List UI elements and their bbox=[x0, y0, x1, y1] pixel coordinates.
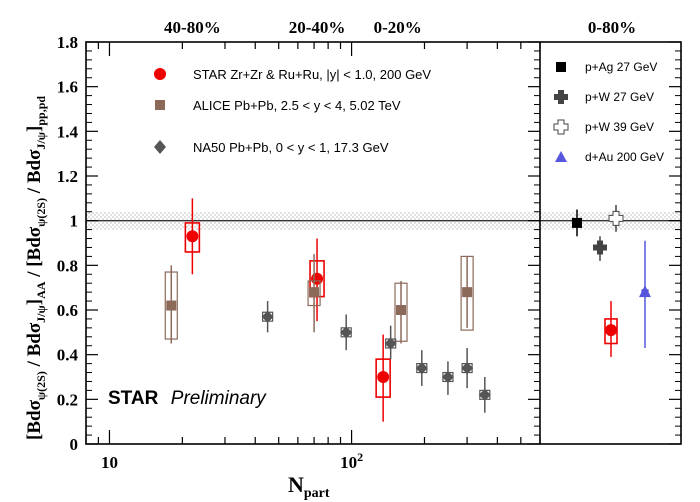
centrality-label: 0-20% bbox=[374, 18, 422, 37]
legend-main: STAR Zr+Zr & Ru+Ru, |y| < 1.0, 200 GeV A… bbox=[154, 67, 431, 155]
data-point-marker bbox=[441, 371, 454, 383]
star-preliminary-label: STAR Preliminary bbox=[108, 388, 267, 409]
axis-layer: 0 0.2 0.4 0.6 0.8 1 1.2 1.4 1.6 1.8 10 102 bbox=[57, 33, 681, 472]
data-point bbox=[340, 314, 353, 351]
data-point-marker bbox=[461, 362, 474, 375]
legend-marker-pw27 bbox=[554, 90, 568, 104]
data-point bbox=[461, 347, 474, 389]
data-point bbox=[394, 280, 408, 344]
series-diamond bbox=[261, 301, 491, 413]
data-point-marker bbox=[462, 287, 473, 298]
legend-marker-pag27 bbox=[556, 62, 566, 72]
legend-label: NA50 Pb+Pb, 0 < y < 1, 17.3 GeV bbox=[193, 140, 389, 155]
legend-label: d+Au 200 GeV bbox=[585, 150, 664, 164]
right-panel-point bbox=[604, 301, 618, 357]
data-point bbox=[415, 350, 428, 386]
data-point-marker bbox=[261, 310, 274, 323]
right-panel-point bbox=[608, 205, 624, 232]
reference-band-layer bbox=[86, 211, 681, 230]
data-point-marker bbox=[396, 305, 407, 315]
legend-label: p+Ag 27 GeV bbox=[585, 60, 657, 74]
star-label-bold: STAR bbox=[108, 388, 159, 409]
x-axis-label: Npart bbox=[288, 472, 330, 501]
data-point bbox=[441, 361, 454, 395]
y-tick-label: 0.4 bbox=[57, 346, 79, 365]
data-point bbox=[184, 198, 201, 275]
legend-label: ALICE Pb+Pb, 2.5 < y < 4, 5.02 TeV bbox=[193, 98, 401, 113]
data-point-marker bbox=[186, 230, 199, 243]
data-point-marker bbox=[605, 324, 617, 337]
legend-label: STAR Zr+Zr & Ru+Ru, |y| < 1.0, 200 GeV bbox=[193, 67, 431, 82]
data-point-marker bbox=[572, 217, 582, 228]
plot-frame bbox=[85, 41, 682, 445]
right-panel-point bbox=[572, 209, 582, 237]
y-tick-label: 0.8 bbox=[57, 256, 78, 275]
data-point-marker bbox=[377, 371, 390, 383]
data-point-marker bbox=[415, 362, 428, 375]
y-tick-label: 1 bbox=[70, 212, 79, 231]
right-panel-label: 0-80% bbox=[588, 18, 636, 37]
data-point bbox=[460, 255, 474, 331]
data-point-marker bbox=[384, 337, 397, 350]
legend-label: p+W 27 GeV bbox=[585, 90, 654, 104]
x-tick-exponent: 2 bbox=[357, 450, 363, 464]
legend-marker-na50 bbox=[154, 140, 166, 154]
legend-right: p+Ag 27 GeV p+W 27 GeV p+W 39 GeV d+Au 2… bbox=[553, 60, 664, 164]
data-point bbox=[261, 301, 274, 333]
data-point bbox=[375, 334, 391, 422]
y-axis-label: [Bdσψ(2S) / BdσJ/ψ]AA / [Bdσψ(2S) / BdσJ… bbox=[24, 96, 48, 440]
x-tick-label: 10 bbox=[101, 453, 118, 472]
centrality-label: 20-40% bbox=[289, 18, 346, 37]
legend-marker-alice bbox=[155, 100, 165, 110]
x-tick-label: 102 bbox=[340, 450, 363, 472]
right-panel-point bbox=[639, 240, 651, 348]
legend-marker-dau bbox=[555, 151, 567, 162]
centrality-label: 40-80% bbox=[164, 18, 221, 37]
legend-marker-star bbox=[154, 68, 166, 80]
star-label-italic: Preliminary bbox=[171, 388, 268, 409]
data-point bbox=[478, 377, 491, 413]
data-point-marker bbox=[593, 240, 607, 255]
data-point-marker bbox=[478, 388, 491, 401]
data-point bbox=[309, 238, 325, 322]
series-square bbox=[164, 254, 474, 344]
y-tick-label: 0.2 bbox=[57, 390, 78, 409]
data-point-marker bbox=[639, 285, 651, 298]
data-point-marker bbox=[340, 326, 353, 339]
data-point bbox=[164, 265, 178, 344]
y-tick-label: 1.2 bbox=[57, 167, 78, 186]
data-point-marker bbox=[309, 287, 320, 298]
legend-label: p+W 39 GeV bbox=[585, 120, 654, 134]
right-panel-points bbox=[572, 205, 651, 357]
data-point bbox=[384, 325, 397, 360]
right-panel-point bbox=[593, 236, 607, 261]
data-layer bbox=[164, 198, 651, 422]
legend-marker-pw39 bbox=[553, 119, 569, 135]
y-tick-label: 1.6 bbox=[57, 78, 78, 97]
y-tick-label: 1.8 bbox=[57, 33, 78, 52]
data-point-marker bbox=[311, 272, 324, 285]
y-tick-label: 1.4 bbox=[57, 122, 79, 141]
data-point-marker bbox=[166, 300, 177, 311]
y-tick-label: 0.6 bbox=[57, 301, 78, 320]
data-point bbox=[307, 254, 321, 333]
y-tick-label: 0 bbox=[70, 435, 79, 454]
data-point-marker bbox=[608, 210, 624, 226]
